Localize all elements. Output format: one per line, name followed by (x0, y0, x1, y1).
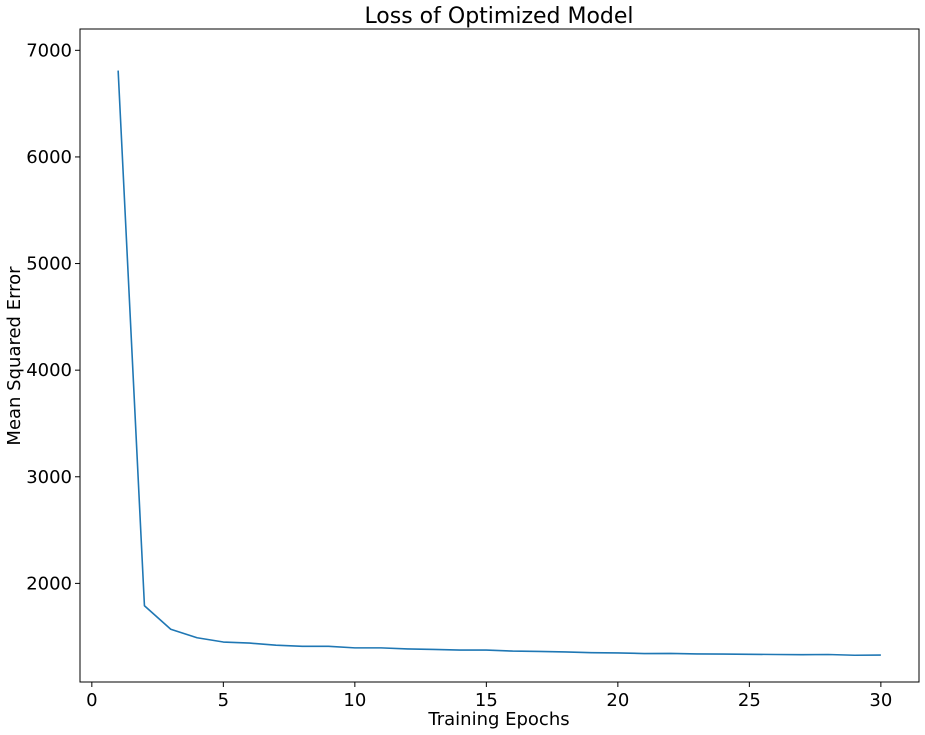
chart-title: Loss of Optimized Model (364, 4, 633, 29)
x-tick-label: 0 (86, 690, 97, 711)
x-tick-label: 10 (343, 690, 366, 711)
plot-frame (79, 28, 920, 683)
y-tick-label: 2000 (26, 573, 72, 594)
series-line-0 (117, 70, 881, 657)
y-axis-ticks: 2000 3000 4000 5000 6000 7000 (26, 40, 80, 594)
y-tick-label: 7000 (26, 40, 72, 61)
x-tick-label: 15 (475, 690, 498, 711)
x-tick-label: 20 (606, 690, 629, 711)
x-tick-label: 30 (869, 690, 892, 711)
x-tick-label: 5 (218, 690, 229, 711)
y-axis-label: Mean Squared Error (4, 266, 25, 446)
y-tick-label: 6000 (26, 147, 72, 168)
plot-area (79, 28, 920, 683)
y-tick-label: 4000 (26, 360, 72, 381)
x-axis-ticks: 0 5 10 15 20 25 30 (86, 682, 892, 711)
x-tick-label: 25 (738, 690, 761, 711)
y-tick-label: 5000 (26, 254, 72, 275)
x-axis-label: Training Epochs (427, 709, 569, 730)
y-tick-label: 3000 (26, 467, 72, 488)
